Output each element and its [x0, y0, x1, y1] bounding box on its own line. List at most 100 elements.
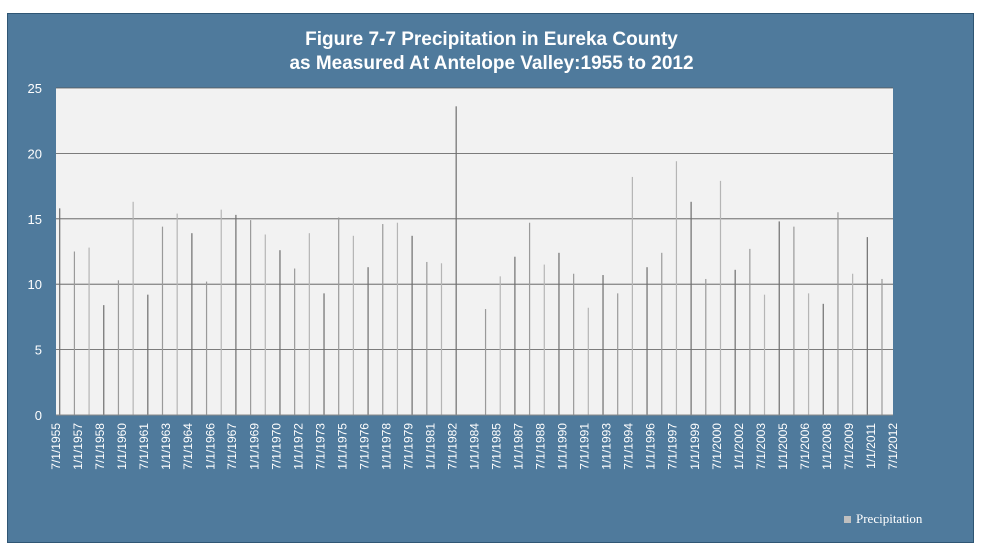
bar [558, 252, 560, 415]
bar [822, 303, 824, 415]
bar [367, 267, 369, 415]
legend-label: Precipitation [856, 511, 923, 526]
bar [250, 220, 252, 415]
x-tick-label: 7/1/1964 [181, 423, 195, 470]
bar [837, 212, 839, 415]
x-tick-label: 7/1/1988 [534, 423, 548, 470]
x-tick-label: 1/1/1975 [335, 423, 349, 470]
x-tick-label: 1/1/1987 [512, 423, 526, 470]
x-tick-label: 1/1/2002 [732, 423, 746, 470]
chart-title-line1: Figure 7-7 Precipitation in Eureka Count… [305, 29, 678, 50]
bar [528, 222, 531, 415]
bar [426, 261, 428, 415]
x-tick-label: 1/1/1981 [424, 423, 438, 470]
x-tick-label: 7/1/1997 [666, 423, 680, 470]
x-tick-label: 7/1/2006 [798, 423, 812, 470]
bar [382, 224, 384, 415]
bar [176, 213, 178, 415]
x-tick-label: 7/1/1976 [357, 423, 371, 470]
plot-area: 0 5 10 15 20 25 7/1/1955 1/1/1957 7/1/1958 1/1/19… [28, 81, 900, 470]
x-tick-label: 7/1/2000 [710, 423, 724, 470]
bar [455, 106, 457, 415]
x-tick-label: 7/1/1970 [269, 423, 283, 470]
x-tick-label: 7/1/1973 [313, 423, 327, 470]
bar [235, 214, 237, 415]
x-tick-label: 1/1/1990 [556, 423, 570, 470]
chart-frame: Figure 7-7 Precipitation in Eureka Count… [7, 13, 974, 543]
bar [132, 201, 134, 415]
x-tick-label: 7/1/2009 [842, 423, 856, 470]
bar [73, 251, 76, 415]
bar [147, 294, 149, 415]
x-tick-label: 1/1/1984 [468, 423, 482, 470]
x-tick-label: 1/1/2005 [776, 423, 790, 470]
bar [294, 268, 296, 415]
bar [866, 237, 868, 415]
bar [279, 250, 281, 415]
bar [191, 233, 193, 415]
y-tick-label-20: 20 [28, 146, 42, 161]
legend-swatch [844, 515, 851, 523]
bar [543, 264, 545, 415]
bar [807, 293, 810, 415]
bar [117, 280, 120, 415]
bar [59, 208, 61, 415]
y-tick-label-15: 15 [28, 212, 42, 227]
bar [705, 278, 707, 415]
x-tick-label: 7/1/1979 [401, 423, 415, 470]
chart-subtitle: as Measured At Antelope Valley:1955 to 2… [289, 53, 694, 74]
x-tick-label: 7/1/1991 [578, 423, 592, 470]
bar [396, 222, 399, 415]
bar [411, 235, 413, 415]
bar [338, 217, 340, 415]
bar [103, 305, 105, 415]
bar [675, 161, 678, 415]
bar [88, 247, 90, 415]
bar [881, 278, 883, 415]
bar [749, 248, 751, 415]
x-tick-label: 1/1/1957 [71, 423, 85, 470]
x-tick-label: 1/1/1972 [291, 423, 305, 470]
bar [778, 221, 780, 415]
plot-background [56, 88, 893, 415]
x-tick-label: 1/1/1999 [688, 423, 702, 470]
bar [690, 201, 692, 415]
bar [763, 294, 766, 415]
y-tick-label-25: 25 [28, 81, 42, 96]
bar [573, 273, 575, 415]
x-tick-label: 1/1/1966 [203, 423, 217, 470]
bar [602, 275, 604, 415]
bar [631, 176, 633, 415]
chart-title: Figure 7-7 Precipitation in Eureka Count… [8, 28, 975, 76]
x-tick-label: 7/1/2012 [886, 423, 900, 470]
x-tick-label: 1/1/1996 [644, 423, 658, 470]
x-tick-label: 7/1/2003 [754, 423, 768, 470]
bar [308, 233, 310, 415]
bar [440, 263, 443, 415]
x-tick-label: 7/1/1961 [137, 423, 151, 470]
bar [484, 309, 487, 415]
x-tick-label: 1/1/1960 [115, 423, 129, 470]
bar [719, 180, 722, 415]
bar [220, 209, 222, 415]
x-tick-label: 1/1/1963 [159, 423, 173, 470]
bar [793, 226, 795, 415]
legend: Precipitation [844, 511, 922, 527]
x-tick-label: 7/1/1958 [93, 423, 107, 470]
x-tick-label: 1/1/1969 [247, 423, 261, 470]
x-tick-label: 1/1/2008 [820, 423, 834, 470]
x-tick-label: 7/1/1985 [490, 423, 504, 470]
bar [617, 293, 619, 415]
bar [264, 234, 266, 415]
bar [646, 267, 648, 415]
y-tick-label-5: 5 [35, 343, 42, 358]
bar [587, 307, 589, 415]
x-tick-label: 1/1/1993 [600, 423, 614, 470]
bar [352, 235, 354, 415]
bar [161, 226, 164, 415]
x-tick-label: 7/1/1955 [49, 423, 63, 470]
x-tick-label: 1/1/2011 [864, 423, 878, 469]
y-tick-label-0: 0 [35, 408, 42, 423]
bar [734, 269, 736, 415]
bar [661, 252, 663, 415]
